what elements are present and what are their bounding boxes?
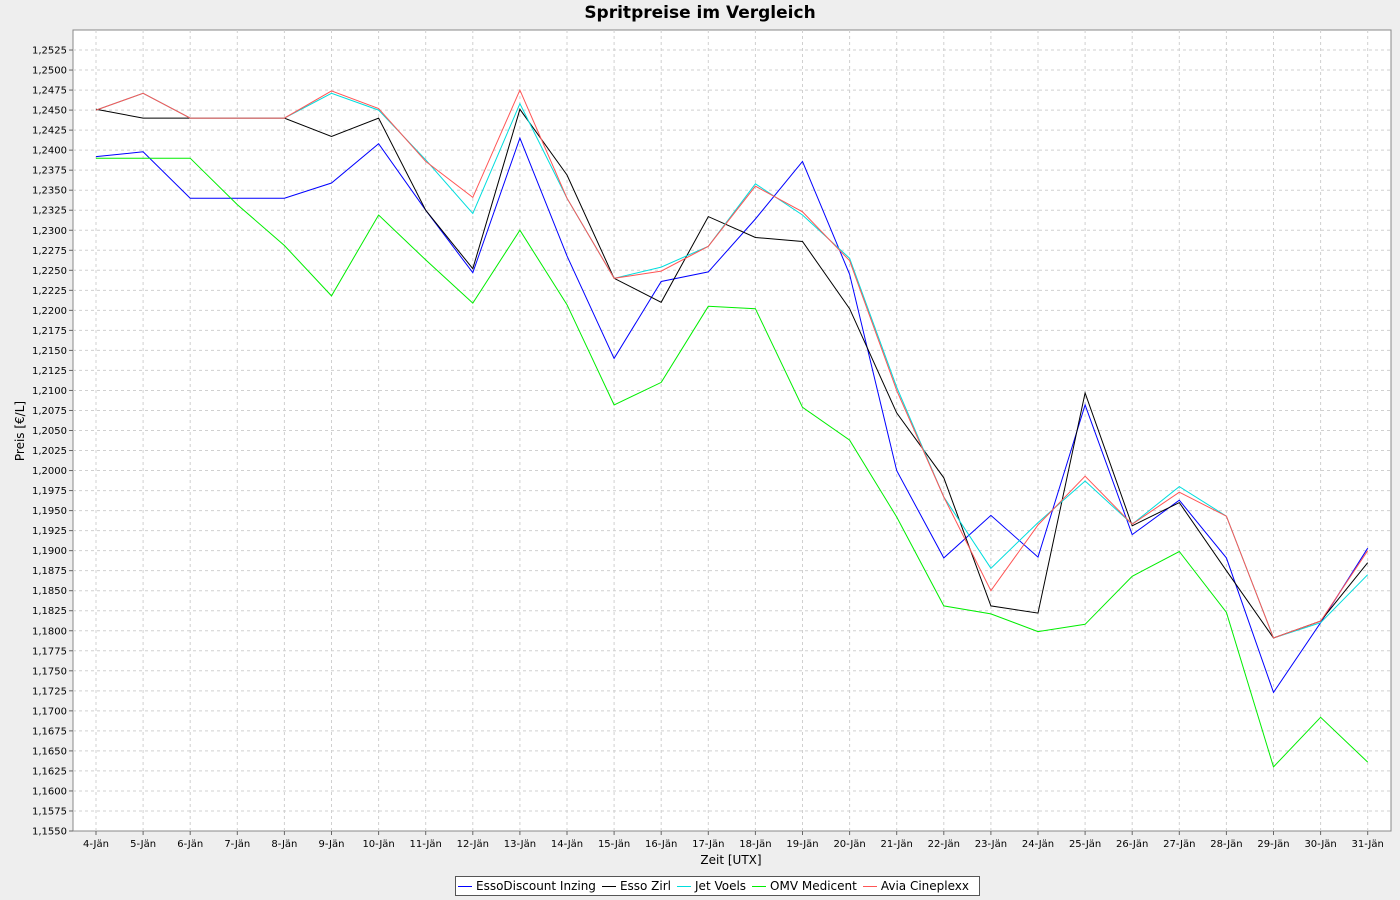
x-tick-label: 15-Jän	[598, 839, 630, 850]
y-tick-label: 1,2175	[32, 326, 67, 337]
y-tick-label: 1,1625	[32, 766, 67, 777]
legend-swatch	[677, 885, 692, 887]
legend-label: Avia Cineplexx	[880, 879, 969, 893]
y-tick-label: 1,2200	[32, 306, 67, 317]
series-line	[95, 88, 1369, 639]
y-tick-label: 1,2225	[32, 286, 67, 297]
y-tick-label: 1,2325	[32, 206, 67, 217]
y-axis-label: Preis [€/L]	[13, 401, 27, 461]
chart-title: Spritpreise im Vergleich	[584, 3, 816, 23]
y-tick-label: 1,2300	[32, 226, 67, 237]
x-tick-label: 31-Jän	[1352, 839, 1384, 850]
y-tick-label: 1,2400	[32, 146, 67, 157]
legend-item: Jet Voels	[677, 879, 746, 893]
series-line	[95, 92, 1369, 639]
y-tick-label: 1,2075	[32, 406, 67, 417]
x-tick-label: 24-Jän	[1022, 839, 1054, 850]
x-tick-label: 29-Jän	[1257, 839, 1289, 850]
x-axis: 4-Jän 5-Jän 6-Jän 7-Jän 8-Jän 9-Jän 10-Jän 11-J…	[83, 831, 1384, 850]
x-tick-label: 12-Jän	[457, 839, 489, 850]
x-tick-label: 4-Jän	[83, 839, 109, 850]
legend-item: EssoDiscount Inzing	[458, 879, 596, 893]
x-tick-label: 6-Jän	[177, 839, 203, 850]
x-tick-label: 27-Jän	[1163, 839, 1195, 850]
legend-label: Esso Zirl	[619, 879, 672, 893]
x-tick-label: 18-Jän	[739, 839, 771, 850]
legend-label: OMV Medicent	[770, 879, 857, 893]
y-tick-label: 1,1850	[32, 586, 67, 597]
y-tick-label: 1,1550	[32, 827, 67, 838]
y-tick-label: 1,2425	[32, 126, 67, 137]
y-tick-label: 1,1800	[32, 626, 67, 637]
y-tick-label: 1,2275	[32, 246, 67, 257]
x-tick-label: 11-Jän	[410, 839, 442, 850]
y-tick-label: 1,2025	[32, 446, 67, 457]
y-tick-label: 1,2475	[32, 86, 67, 97]
series-line	[95, 136, 1369, 694]
legend-label: EssoDiscount Inzing	[476, 879, 596, 893]
legend-item: Esso Zirl	[601, 879, 672, 893]
legend-item: Avia Cineplexx	[862, 879, 969, 893]
legend-label: Jet Voels	[695, 879, 747, 893]
y-tick-label: 1,1650	[32, 746, 67, 757]
y-axis: 1,1550 1,1575 1,1600 1,1625 1,1650 1,1675 1,17…	[32, 46, 73, 838]
legend-swatch	[458, 885, 472, 887]
y-tick-label: 1,2450	[32, 106, 67, 117]
y-tick-label: 1,1900	[32, 546, 67, 557]
legend-item: OMV Medicent	[752, 879, 857, 893]
x-tick-label: 9-Jän	[319, 839, 345, 850]
y-tick-label: 1,2050	[32, 426, 67, 437]
grid	[73, 30, 1391, 831]
series-lines	[95, 88, 1369, 768]
x-tick-label: 20-Jän	[833, 839, 865, 850]
plot-area	[72, 29, 1392, 832]
x-tick-label: 22-Jän	[928, 839, 960, 850]
y-tick-label: 1,2350	[32, 186, 67, 197]
x-tick-label: 25-Jän	[1069, 839, 1101, 850]
y-tick-label: 1,1575	[32, 806, 67, 817]
x-tick-label: 16-Jän	[645, 839, 677, 850]
y-tick-label: 1,2250	[32, 266, 67, 277]
y-tick-label: 1,2125	[32, 366, 67, 377]
y-tick-label: 1,1775	[32, 646, 67, 657]
x-tick-label: 7-Jän	[224, 839, 250, 850]
y-tick-label: 1,1950	[32, 506, 67, 517]
x-tick-label: 23-Jän	[975, 839, 1007, 850]
series-line	[95, 108, 1369, 639]
y-tick-label: 1,2525	[32, 46, 67, 57]
y-tick-label: 1,2000	[32, 466, 67, 477]
x-tick-label: 8-Jän	[271, 839, 297, 850]
legend-swatch	[862, 885, 877, 887]
y-tick-label: 1,1875	[32, 566, 67, 577]
y-tick-label: 1,2500	[32, 66, 67, 77]
y-tick-label: 1,1675	[32, 726, 67, 737]
y-tick-label: 1,1725	[32, 686, 67, 697]
legend-swatch	[601, 885, 616, 887]
x-tick-label: 13-Jän	[504, 839, 536, 850]
legend: EssoDiscount Inzing Esso Zirl Jet Voels OMV…	[455, 876, 980, 896]
x-tick-label: 19-Jän	[786, 839, 818, 850]
x-tick-label: 28-Jän	[1210, 839, 1242, 850]
series-line	[96, 157, 1369, 768]
y-tick-label: 1,1925	[32, 526, 67, 537]
x-tick-label: 30-Jän	[1304, 839, 1336, 850]
x-tick-label: 5-Jän	[130, 839, 156, 850]
y-tick-label: 1,1700	[32, 706, 67, 717]
y-tick-label: 1,1975	[32, 486, 67, 497]
y-tick-label: 1,2100	[32, 386, 67, 397]
x-tick-label: 10-Jän	[362, 839, 394, 850]
x-tick-label: 26-Jän	[1116, 839, 1148, 850]
x-tick-label: 21-Jän	[881, 839, 913, 850]
legend-swatch	[752, 885, 767, 887]
y-tick-label: 1,1600	[32, 786, 67, 797]
y-tick-label: 1,2150	[32, 346, 67, 357]
x-axis-label: Zeit [UTX]	[700, 853, 761, 867]
y-tick-label: 1,1825	[32, 606, 67, 617]
y-tick-label: 1,1750	[32, 666, 67, 677]
x-tick-label: 14-Jän	[551, 839, 583, 850]
y-tick-label: 1,2375	[32, 166, 67, 177]
x-tick-label: 17-Jän	[692, 839, 724, 850]
